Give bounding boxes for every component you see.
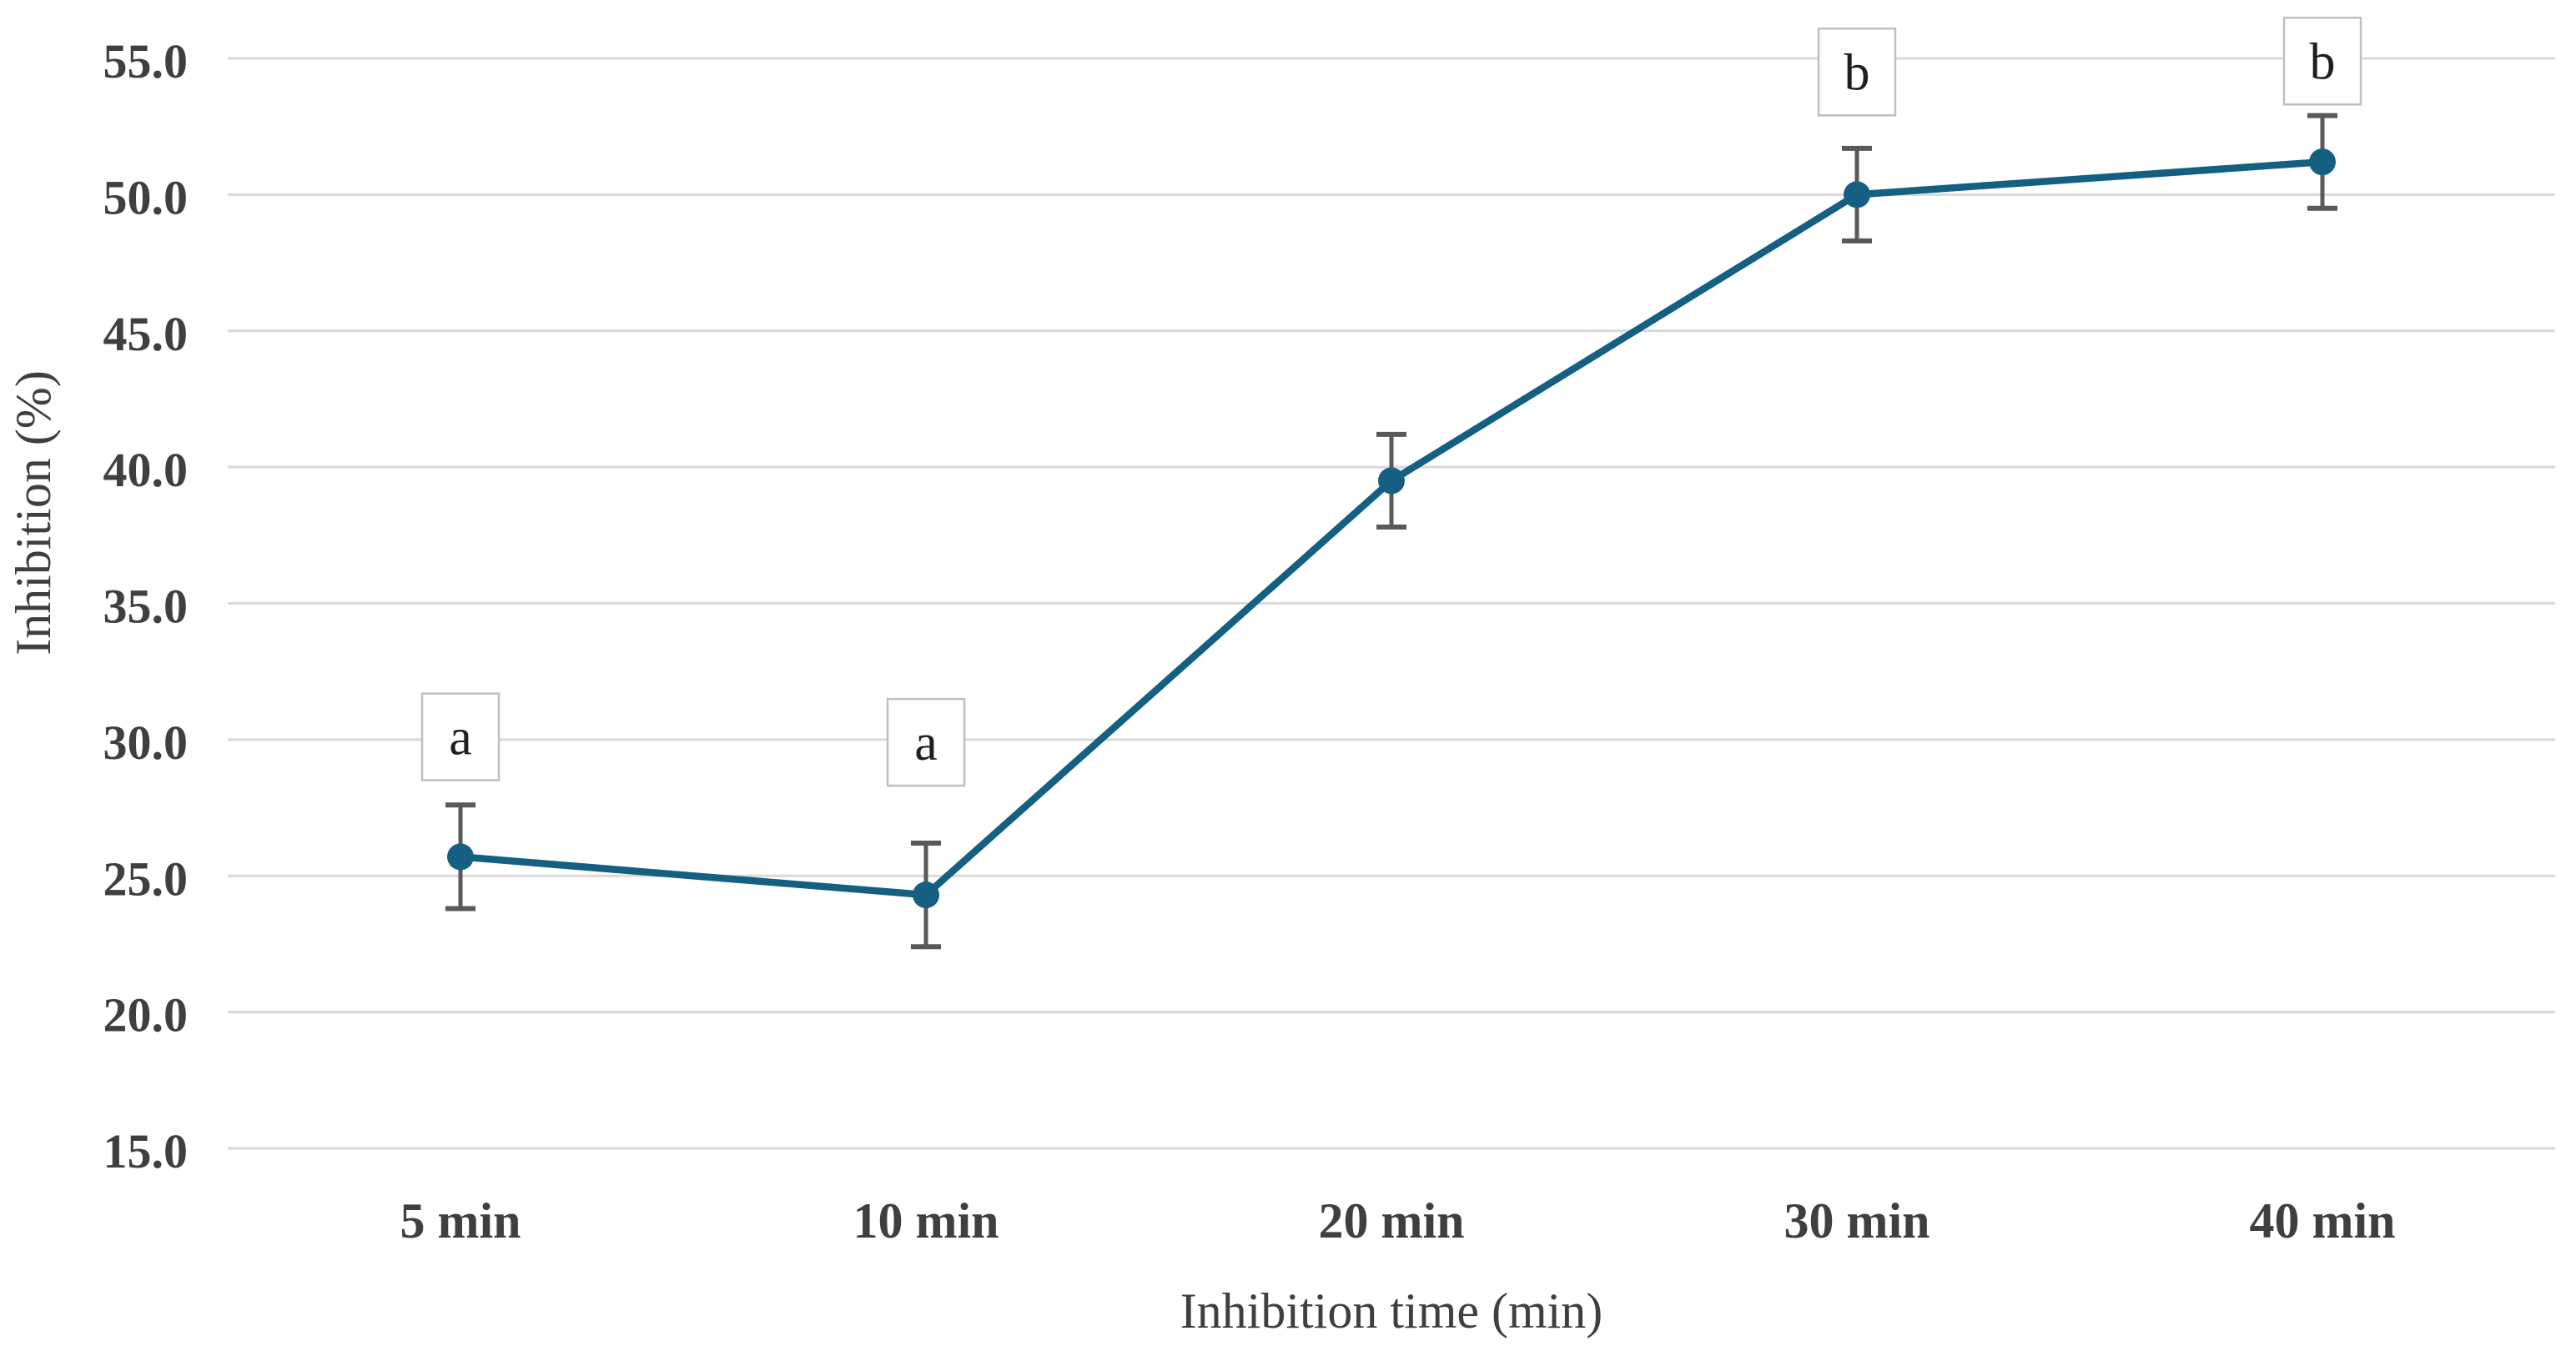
y-tick-label: 20.0	[103, 988, 189, 1042]
x-tick-label: 5 min	[400, 1193, 521, 1248]
x-tick-label: 40 min	[2249, 1193, 2395, 1248]
y-axis-title: Inhibition (%)	[6, 370, 61, 655]
annotation-label: b	[2310, 33, 2336, 90]
y-tick-label: 40.0	[103, 443, 189, 497]
x-tick-label: 30 min	[1784, 1193, 1929, 1248]
significance-annotations: a a b b	[420, 17, 2362, 787]
y-tick-label: 25.0	[103, 851, 189, 906]
data-point-marker	[1378, 467, 1405, 495]
annotation-label: a	[449, 710, 472, 766]
y-tick-label: 35.0	[103, 580, 189, 634]
gridlines-group	[228, 57, 2555, 1150]
annotation-box	[2282, 17, 2362, 106]
data-point-markers	[447, 148, 2336, 909]
x-tick-label: 10 min	[853, 1193, 999, 1248]
annotation-box	[886, 697, 966, 787]
x-axis-tick-labels: 5 min 10 min 20 min 30 min 40 min	[400, 1193, 2395, 1248]
y-tick-label: 30.0	[103, 716, 189, 770]
data-point-marker	[1844, 181, 1870, 208]
y-tick-label: 15.0	[103, 1124, 189, 1178]
annotation-label: b	[1844, 44, 1870, 101]
x-tick-label: 20 min	[1318, 1193, 1464, 1248]
annotation-box	[420, 692, 501, 781]
data-point-marker	[2309, 148, 2336, 176]
annotation-box	[1817, 28, 1897, 117]
error-bars-group	[445, 113, 2337, 950]
y-tick-label: 50.0	[103, 170, 189, 224]
y-tick-label: 45.0	[103, 307, 189, 361]
data-point-marker	[913, 881, 939, 909]
data-point-marker	[447, 843, 474, 871]
annotation-label: a	[914, 715, 938, 771]
x-axis-title: Inhibition time (min)	[1180, 1283, 1603, 1338]
y-axis-tick-labels: 15.0 20.0 25.0 30.0 35.0 40.0 45.0 50.0 55.0	[103, 34, 189, 1178]
y-tick-label: 55.0	[103, 34, 189, 88]
